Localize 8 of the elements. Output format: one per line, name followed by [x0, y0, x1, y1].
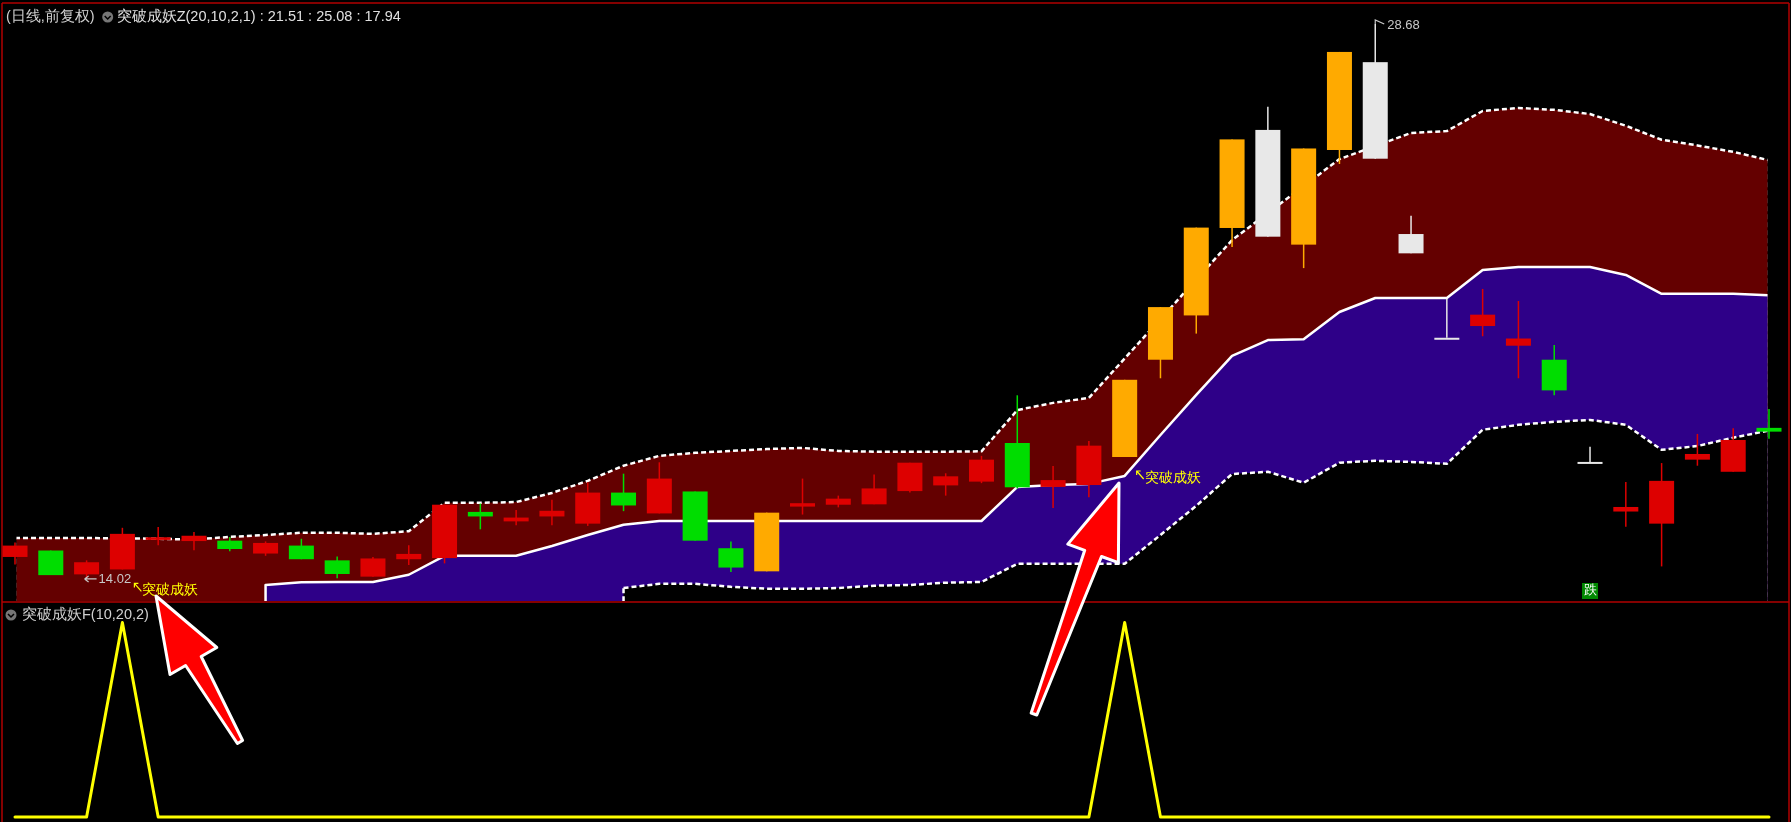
annotation: 跌	[1583, 582, 1597, 598]
annotation: 14.02	[98, 571, 132, 587]
chart-title: (日线,前复权)	[6, 7, 95, 24]
annotation: 28.68	[1387, 17, 1420, 33]
annotation: 突破成妖	[142, 581, 199, 598]
annotation: 突破成妖	[1144, 468, 1201, 485]
chart-subtitle: 突破成妖Z(20,10,2,1) : 21.51 : 25.08 : 17.94	[116, 7, 401, 24]
chart-title: 突破成妖F(10,20,2)	[22, 605, 149, 622]
